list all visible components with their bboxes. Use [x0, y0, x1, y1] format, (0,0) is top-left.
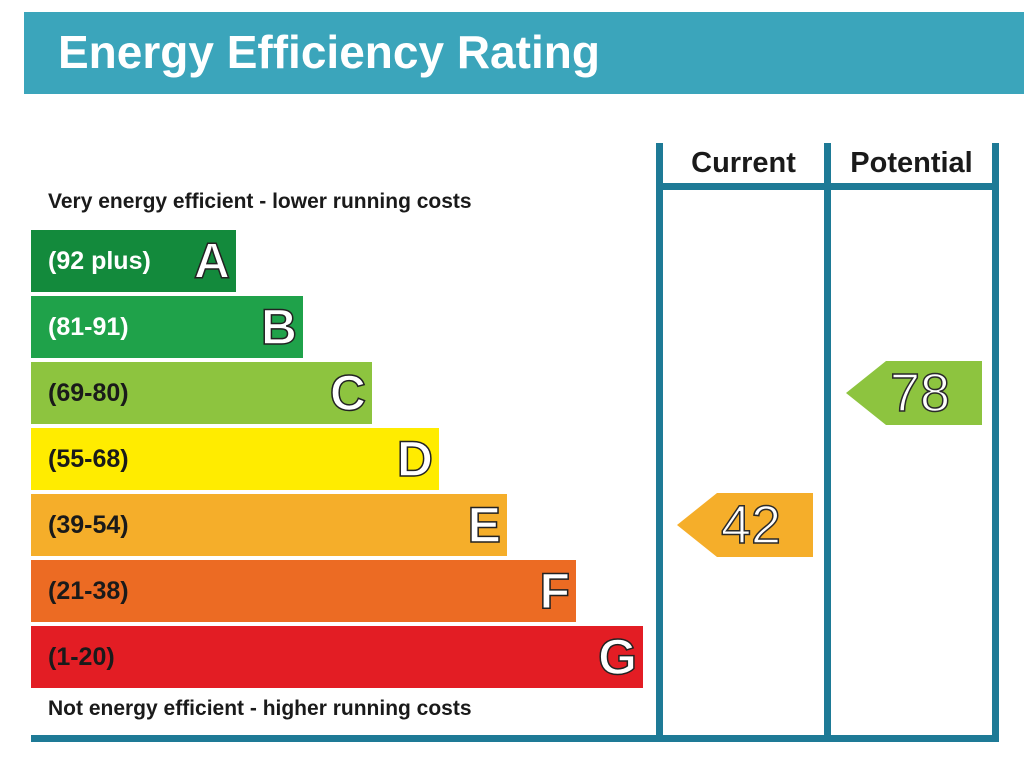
band-range-label: (1-20) — [48, 643, 115, 671]
rating-band-g: (1-20) G — [31, 626, 643, 688]
rating-band-a: (92 plus) A — [31, 230, 236, 292]
potential-column-header: Potential — [850, 147, 973, 179]
page-title: Energy Efficiency Rating — [58, 26, 600, 78]
potential-rating-value: 78 — [889, 362, 951, 424]
rating-band-b: (81-91) B — [31, 296, 303, 358]
title-bar: Energy Efficiency Rating — [24, 12, 1024, 94]
band-range-label: (92 plus) — [48, 247, 151, 275]
frame-line-bottom — [31, 735, 999, 742]
frame-line-right — [992, 143, 999, 741]
rating-band-e: (39-54) E — [31, 494, 507, 556]
band-range-label: (55-68) — [48, 445, 129, 473]
band-range-label: (21-38) — [48, 577, 129, 605]
current-arrow-shape — [677, 493, 813, 557]
band-letter: E — [467, 496, 502, 554]
band-range-label: (81-91) — [48, 313, 129, 341]
header-divider — [656, 183, 999, 190]
rating-band-c: (69-80) C — [31, 362, 372, 424]
frame-line-left — [656, 143, 663, 741]
caption-inefficient: Not energy efficient - higher running co… — [48, 697, 472, 720]
potential-rating-marker: 78 — [846, 361, 982, 425]
band-letter: C — [329, 364, 367, 422]
current-rating-value: 42 — [720, 494, 782, 556]
current-rating-marker: 42 — [677, 493, 813, 557]
band-letter: A — [193, 232, 231, 290]
potential-arrow-shape — [846, 361, 982, 425]
frame-line-middle — [824, 143, 831, 741]
band-letter: D — [396, 430, 434, 488]
current-column-header: Current — [691, 147, 796, 179]
band-letter: G — [597, 628, 637, 686]
band-range-label: (69-80) — [48, 379, 129, 407]
rating-band-f: (21-38) F — [31, 560, 576, 622]
caption-efficient: Very energy efficient - lower running co… — [48, 190, 472, 213]
band-range-label: (39-54) — [48, 511, 129, 539]
band-letter: B — [260, 298, 298, 356]
rating-band-d: (55-68) D — [31, 428, 439, 490]
band-letter: F — [539, 562, 571, 620]
